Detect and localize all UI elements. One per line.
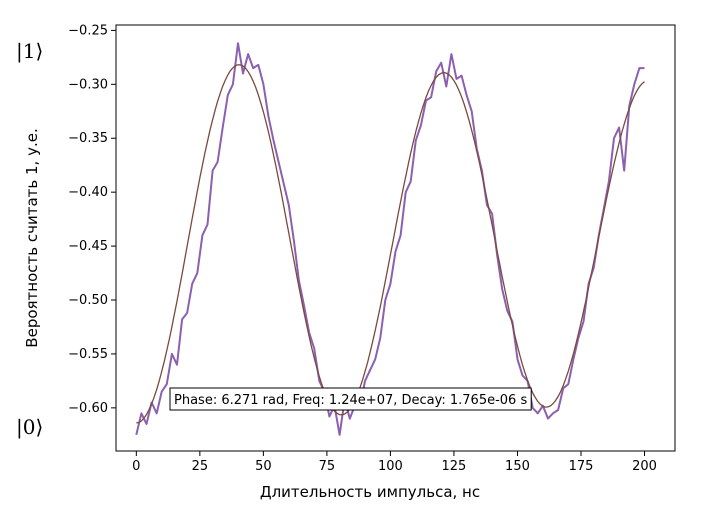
y-tick-label: −0.50 bbox=[68, 293, 108, 308]
x-tick-label: 125 bbox=[442, 459, 467, 474]
y-axis-title: Вероятность считать 1, у.е. bbox=[23, 128, 41, 347]
y-tick-label: −0.30 bbox=[68, 77, 108, 92]
x-tick-label: 25 bbox=[192, 459, 209, 474]
x-tick-label: 75 bbox=[319, 459, 336, 474]
y-tick-label: −0.35 bbox=[68, 131, 108, 146]
x-axis: 0 25 50 75 100 125 150 175 200 bbox=[132, 451, 657, 474]
annotation-frame bbox=[169, 387, 532, 411]
x-tick-label: 50 bbox=[255, 459, 272, 474]
y-tick-label: −0.25 bbox=[68, 23, 108, 38]
x-tick-label: 0 bbox=[132, 459, 140, 474]
x-tick-label: 175 bbox=[569, 459, 594, 474]
fit-series-line bbox=[136, 64, 645, 424]
y-tick-label: −0.55 bbox=[68, 347, 108, 362]
measured-series-line bbox=[135, 42, 645, 436]
annotation-text: Phase: 6.271 rad, Freq: 1.24e+07, Decay:… bbox=[174, 393, 527, 408]
state-label-zero: |0⟩ bbox=[16, 415, 43, 440]
x-tick-label: 200 bbox=[632, 459, 657, 474]
y-tick-label: −0.40 bbox=[68, 185, 108, 200]
state-label-one: |1⟩ bbox=[16, 39, 43, 64]
y-axis: −0.60 −0.55 −0.50 −0.45 −0.40 −0.35 −0.30 −0.25 bbox=[68, 23, 116, 416]
x-tick-label: 100 bbox=[378, 459, 403, 474]
x-tick-label: 150 bbox=[505, 459, 530, 474]
plot-area bbox=[115, 24, 676, 452]
x-axis-title: Длительность импульса, нс bbox=[260, 483, 480, 501]
y-tick-label: −0.60 bbox=[68, 401, 108, 416]
y-tick-label: −0.45 bbox=[68, 239, 108, 254]
series-layer bbox=[135, 42, 645, 436]
annotation-box: Phase: 6.271 rad, Freq: 1.24e+07, Decay:… bbox=[169, 387, 532, 411]
